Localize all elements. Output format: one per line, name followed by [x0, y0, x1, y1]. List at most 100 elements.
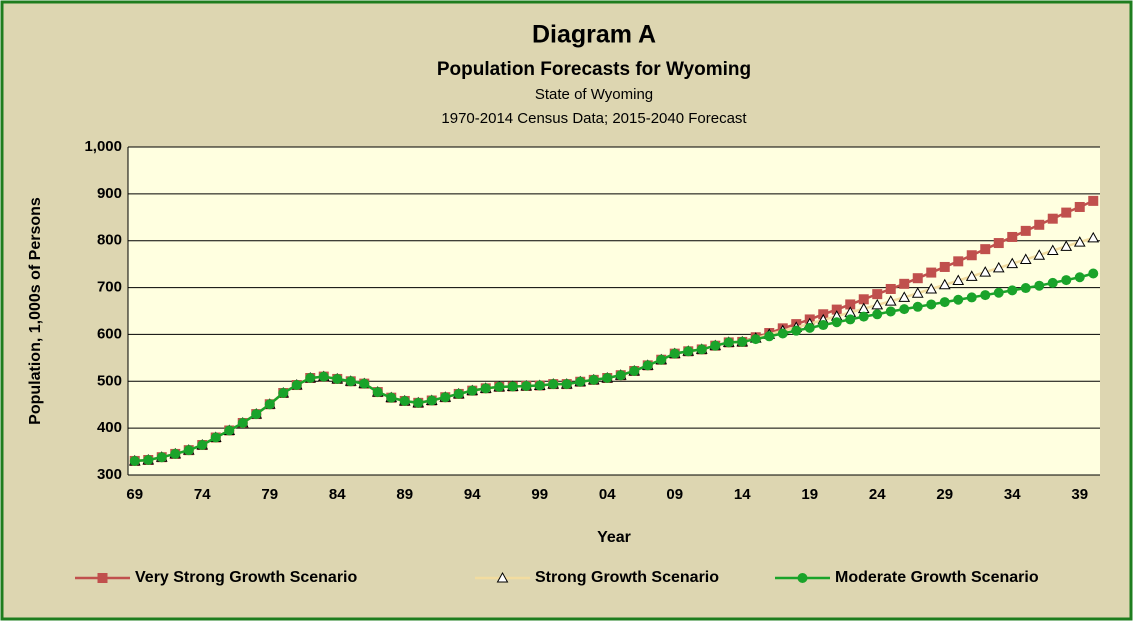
marker	[993, 238, 1004, 249]
marker	[642, 360, 653, 371]
marker	[764, 331, 775, 342]
marker	[872, 289, 883, 300]
marker	[1006, 257, 1019, 269]
x-tick-label: 79	[261, 486, 278, 503]
x-tick-label: 24	[869, 486, 886, 503]
marker	[1047, 213, 1058, 224]
y-tick-label: 400	[97, 419, 122, 436]
x-tick-label: 94	[464, 486, 481, 503]
marker	[953, 256, 964, 267]
marker	[845, 299, 856, 310]
marker	[966, 292, 977, 303]
marker	[534, 380, 545, 391]
marker	[899, 278, 910, 289]
marker	[938, 278, 951, 290]
marker	[251, 409, 262, 420]
legend-marker	[797, 573, 808, 583]
marker	[858, 294, 869, 305]
marker	[359, 378, 370, 389]
legend-label: Strong Growth Scenario	[535, 569, 719, 586]
marker	[264, 399, 275, 410]
y-axis-label: Population, 1,000s of Persons	[27, 197, 44, 425]
x-axis-label: Year	[597, 529, 631, 546]
marker	[926, 267, 937, 278]
marker	[737, 336, 748, 347]
y-tick-label: 300	[97, 466, 122, 483]
marker	[386, 392, 397, 403]
marker	[831, 304, 842, 315]
marker	[683, 346, 694, 357]
marker	[979, 266, 992, 277]
marker	[899, 304, 910, 315]
marker	[898, 291, 911, 302]
legend-marker	[97, 573, 108, 583]
marker	[1060, 240, 1073, 251]
y-tick-label: 500	[97, 372, 122, 389]
x-tick-label: 69	[126, 486, 143, 503]
marker	[129, 455, 140, 466]
y-tick-label: 900	[97, 185, 122, 202]
marker	[791, 325, 802, 336]
marker	[615, 370, 626, 381]
marker	[884, 295, 897, 306]
x-tick-label: 74	[194, 486, 211, 503]
chart-title: Diagram A	[532, 21, 656, 49]
marker	[1061, 207, 1072, 218]
marker	[183, 445, 194, 456]
marker	[992, 261, 1005, 273]
marker	[750, 334, 761, 345]
marker	[440, 392, 451, 403]
marker	[507, 381, 518, 392]
marker	[413, 397, 424, 408]
marker	[629, 365, 640, 376]
marker	[1073, 236, 1086, 247]
marker	[858, 311, 869, 322]
marker	[911, 287, 924, 298]
chart-subtitle: Population Forecasts for Wyoming	[437, 59, 751, 80]
marker	[575, 376, 586, 387]
x-tick-label: 09	[666, 486, 683, 503]
marker	[210, 432, 221, 443]
marker	[1088, 268, 1099, 279]
x-tick-label: 29	[936, 486, 953, 503]
marker	[953, 294, 964, 305]
marker	[278, 388, 289, 398]
marker	[467, 385, 478, 396]
marker	[885, 306, 896, 317]
chart-note: 1970-2014 Census Data; 2015-2040 Forecas…	[441, 110, 747, 127]
marker	[197, 440, 208, 451]
marker	[669, 348, 680, 359]
x-tick-label: 04	[599, 486, 616, 503]
x-tick-label: 34	[1004, 486, 1021, 503]
marker	[1034, 280, 1045, 291]
marker	[1020, 225, 1031, 236]
marker	[1019, 253, 1032, 264]
x-tick-label: 14	[734, 486, 751, 503]
x-tick-label: 39	[1071, 486, 1088, 503]
marker	[291, 380, 302, 391]
marker	[224, 425, 235, 436]
marker	[710, 340, 721, 351]
marker	[237, 417, 248, 428]
marker	[345, 376, 356, 387]
marker	[845, 314, 856, 325]
chart-note: State of Wyoming	[535, 86, 653, 103]
legend-marker	[496, 571, 509, 583]
x-tick-label: 84	[329, 486, 346, 503]
marker	[480, 383, 491, 394]
marker	[521, 380, 532, 391]
marker	[1020, 283, 1031, 294]
marker	[993, 287, 1004, 298]
x-tick-label: 99	[531, 486, 548, 503]
plot-area	[128, 147, 1100, 475]
y-tick-label: 600	[97, 325, 122, 342]
series	[129, 268, 1099, 466]
marker	[588, 374, 599, 385]
marker	[1088, 195, 1099, 206]
marker	[912, 301, 923, 312]
legend-label: Very Strong Growth Scenario	[135, 569, 358, 586]
marker	[602, 373, 613, 384]
marker	[925, 282, 938, 294]
marker	[723, 337, 734, 348]
